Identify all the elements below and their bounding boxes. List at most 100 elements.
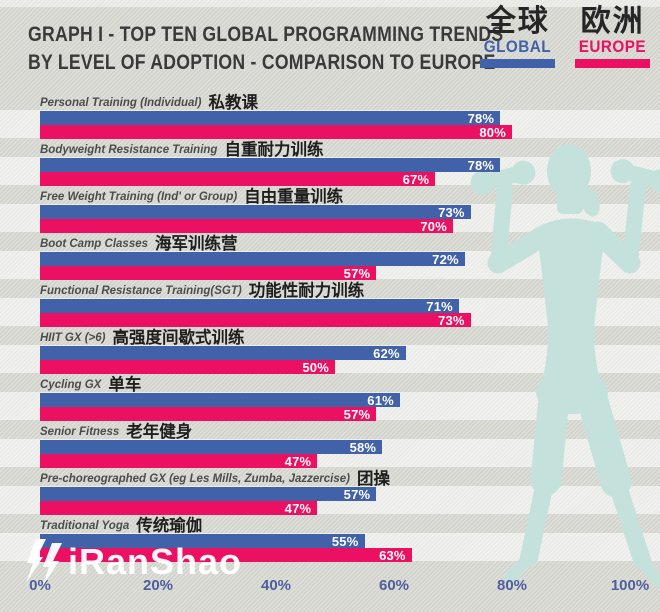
x-axis-tick: 60% [378,577,410,594]
category-label-en: Pre-choreographed GX (eg Les Mills, Zumb… [40,473,350,485]
chart-row: Senior Fitness 老年健身 58% 47% [0,421,660,468]
x-axis-tick: 80% [496,577,528,594]
legend-europe-en-label: EUROPE [578,36,647,56]
chart-row: Functional Resistance Training(SGT) 功能性耐… [0,280,660,327]
global-value-label: 78% [467,110,495,126]
chart-title: GRAPH I - TOP TEN GLOBAL PROGRAMMING TRE… [28,21,503,76]
global-value-label: 71% [426,298,453,314]
x-axis-tick: 40% [260,577,292,594]
europe-value-label: 47% [284,453,312,469]
global-value-label: 57% [343,486,371,502]
chart-row: Boot Camp Classes 海军训练营 72% 57% [0,233,660,280]
europe-bar: 50% [40,360,335,374]
global-bar: 72% [40,252,465,266]
global-bar: 62% [40,346,406,360]
global-bar: 71% [40,299,459,313]
europe-value-label: 63% [379,547,406,563]
chart-row: Personal Training (Individual) 私教课 78% 8… [0,92,660,139]
chart-row: Bodyweight Resistance Training 自重耐力训练 78… [0,139,660,186]
europe-value-label: 57% [343,265,371,281]
category-label: Pre-choreographed GX (eg Les Mills, Zumb… [40,468,660,487]
global-value-label: 55% [331,533,359,549]
global-value-label: 73% [438,204,465,220]
category-label: Cycling GX 单车 [40,374,660,393]
category-label-en: Cycling GX [40,379,102,391]
europe-value-label: 47% [284,500,312,516]
global-value-label: 72% [432,251,459,267]
top-highlight-band [0,0,660,7]
europe-value-label: 80% [479,124,506,140]
legend-europe-color-swatch [575,59,650,69]
global-bar: 78% [40,110,501,126]
legend: 全球 GLOBAL 欧洲 EUROPE [480,5,650,69]
chart-title-line2: BY LEVEL OF ADOPTION - COMPARISON TO EUR… [28,50,496,74]
category-label-en: HIIT GX (>6) [40,332,106,344]
category-label: Functional Resistance Training(SGT) 功能性耐… [40,280,660,299]
europe-value-label: 67% [402,171,430,187]
category-label: HIIT GX (>6) 高强度间歇式训练 [40,327,660,346]
fitness-woman-silhouette-icon [470,144,660,587]
chart-row: Free Weight Training (Ind' or Group) 自由重… [0,186,660,233]
iranshao-logo-icon [26,539,62,587]
legend-item-europe: 欧洲 EUROPE [575,5,650,69]
europe-bar: 47% [40,453,318,469]
category-label: Senior Fitness 老年健身 [40,421,660,440]
europe-value-label: 73% [438,312,465,328]
europe-bar: 70% [40,219,453,233]
global-value-label: 78% [467,157,495,173]
category-label-zh: 功能性耐力训练 [248,281,365,300]
europe-value-label: 50% [302,359,329,375]
europe-bar: 80% [40,125,512,139]
category-label: Traditional Yoga 传统瑜伽 [40,515,660,534]
chart-title-line1: GRAPH I - TOP TEN GLOBAL PROGRAMMING TRE… [28,23,504,46]
category-label-zh: 单车 [108,375,142,394]
category-label-zh: 高强度间歇式训练 [112,328,245,347]
category-label: Free Weight Training (Ind' or Group) 自由重… [40,186,660,205]
category-label-en: Personal Training (Individual) [40,97,202,109]
category-label: Bodyweight Resistance Training 自重耐力训练 [40,139,660,158]
europe-bar: 47% [40,500,318,516]
legend-global-en-label: GLOBAL [484,36,552,56]
category-label-zh: 老年健身 [126,422,193,441]
global-bar: 57% [40,486,377,502]
global-value-label: 61% [367,392,394,408]
legend-item-global: 全球 GLOBAL [480,5,556,69]
europe-value-label: 57% [343,406,371,422]
legend-global-color-swatch [480,59,556,69]
category-label-zh: 自由重量训练 [244,187,344,206]
global-value-label: 58% [349,439,377,455]
category-label-zh: 海军训练营 [155,234,238,253]
x-axis-tick: 100% [610,577,650,594]
category-label-zh: 私教课 [208,93,258,112]
global-value-label: 62% [373,345,400,361]
x-axis: 0% 20% 40% 60% 80% 100% [0,577,660,597]
global-bar: 55% [40,534,365,548]
legend-europe-zh-label: 欧洲 [580,5,645,38]
chart-row: Cycling GX 单车 61% 57% [0,374,660,421]
europe-bar: 63% [40,548,412,562]
chart-row: Pre-choreographed GX (eg Les Mills, Zumb… [0,468,660,515]
chart-row: HIIT GX (>6) 高强度间歇式训练 62% 50% [0,327,660,374]
europe-bar: 67% [40,171,436,187]
category-label: Personal Training (Individual) 私教课 [40,92,660,111]
watermark: iRanShao [22,537,242,587]
europe-bar: 73% [40,313,471,327]
europe-bar: 57% [40,406,377,422]
global-bar: 73% [40,205,471,219]
category-label-en: Traditional Yoga [40,520,130,532]
legend-global-zh-label: 全球 [485,5,550,38]
category-label-en: Senior Fitness [40,426,120,438]
global-bar: 78% [40,157,501,173]
category-label-en: Boot Camp Classes [40,238,149,250]
category-label-zh: 团操 [356,469,390,488]
header: GRAPH I - TOP TEN GLOBAL PROGRAMMING TRE… [0,0,660,90]
bar-chart: Personal Training (Individual) 私教课 78% 8… [0,92,660,562]
category-label-en: Free Weight Training (Ind' or Group) [40,191,238,203]
global-bar: 58% [40,439,383,455]
category-label: Boot Camp Classes 海军训练营 [40,233,660,252]
chart-row: Traditional Yoga 传统瑜伽 55% 63% [0,515,660,562]
category-label-en: Functional Resistance Training(SGT) [40,285,242,297]
x-axis-tick: 20% [142,577,174,594]
watermark-text: iRanShao [68,541,243,582]
